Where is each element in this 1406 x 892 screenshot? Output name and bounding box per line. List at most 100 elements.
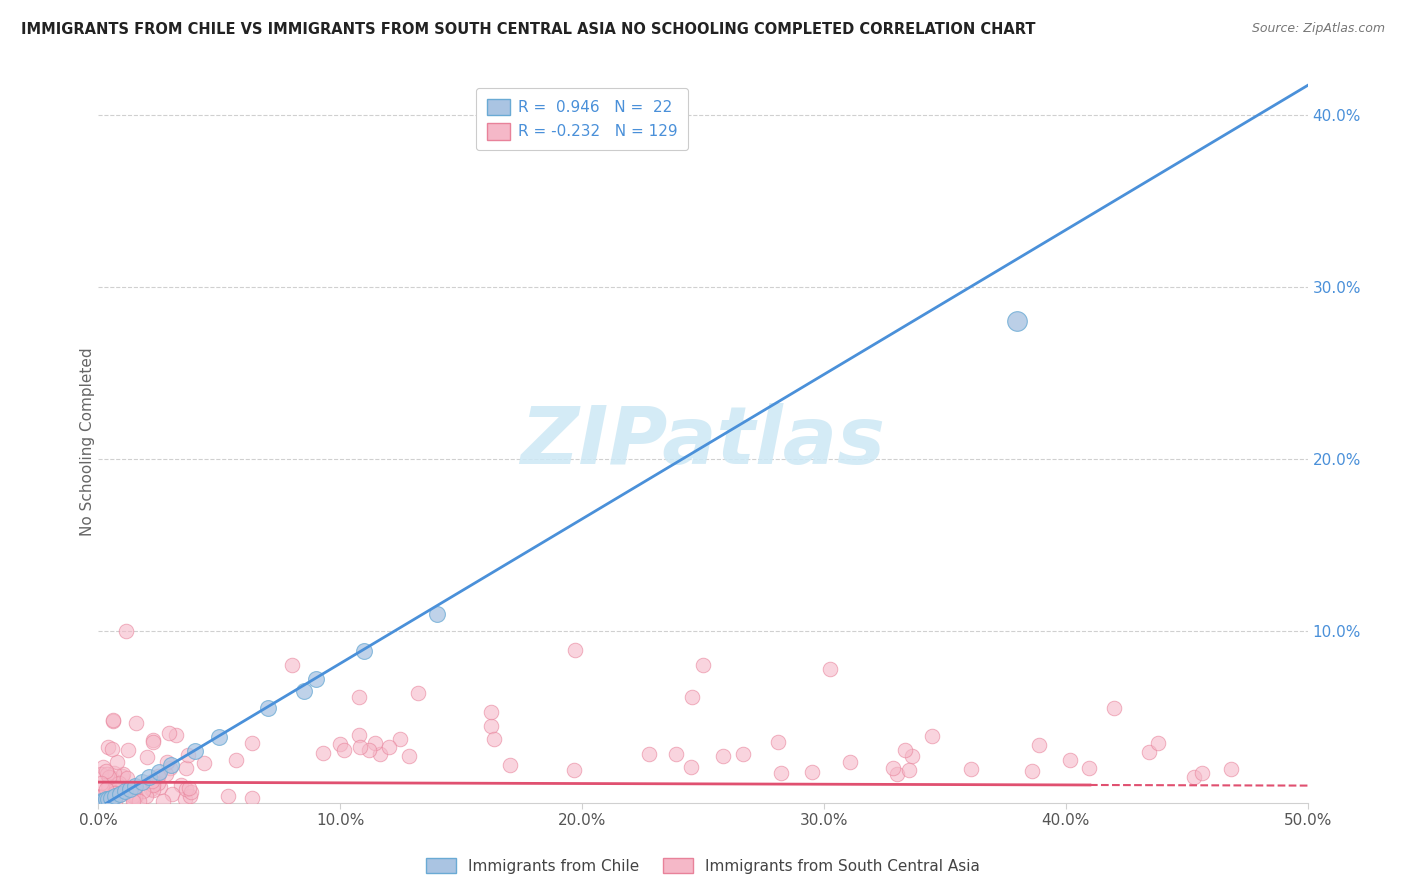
Point	[882, 761, 904, 775]
Point	[1182, 771, 1205, 785]
Legend: R =  0.946   N =  22, R = -0.232   N = 129: R = 0.946 N = 22, R = -0.232 N = 129	[477, 88, 688, 150]
Point	[886, 767, 908, 781]
Y-axis label: No Schooling Completed: No Schooling Completed	[80, 347, 94, 536]
Point	[94, 764, 117, 778]
Point	[115, 785, 138, 799]
Point	[1137, 745, 1160, 759]
Point	[165, 729, 187, 743]
Point	[160, 787, 183, 801]
Point	[125, 789, 148, 803]
Point	[681, 690, 703, 704]
Point	[193, 756, 215, 771]
Point	[1078, 761, 1101, 775]
Point	[328, 737, 350, 751]
Point	[225, 753, 247, 767]
Point	[1146, 736, 1168, 750]
Point	[108, 787, 131, 801]
Point	[174, 781, 197, 796]
Point	[364, 736, 387, 750]
Point	[91, 759, 114, 773]
Point	[149, 780, 172, 794]
Point	[179, 781, 201, 796]
Point	[132, 784, 155, 798]
Point	[100, 790, 122, 805]
Point	[90, 794, 112, 808]
Point	[125, 715, 148, 730]
Point	[1059, 753, 1081, 767]
Point	[353, 644, 375, 658]
Point	[1219, 762, 1241, 776]
Point	[96, 767, 118, 781]
Point	[368, 747, 391, 761]
Point	[240, 790, 263, 805]
Point	[97, 780, 120, 795]
Point	[1028, 738, 1050, 752]
Point	[156, 755, 179, 769]
Point	[90, 789, 112, 803]
Point	[100, 770, 122, 784]
Point	[769, 765, 792, 780]
Point	[1021, 764, 1043, 778]
Point	[138, 770, 160, 784]
Point	[105, 780, 128, 795]
Point	[90, 766, 112, 780]
Point	[959, 762, 981, 776]
Point	[104, 786, 127, 800]
Point	[96, 791, 118, 805]
Point	[681, 759, 703, 773]
Point	[98, 780, 121, 794]
Point	[94, 792, 117, 806]
Text: ZIPatlas: ZIPatlas	[520, 402, 886, 481]
Point	[98, 794, 121, 808]
Point	[562, 763, 585, 777]
Point	[128, 794, 150, 808]
Point	[898, 764, 921, 778]
Point	[766, 735, 789, 749]
Point	[159, 761, 181, 775]
Point	[103, 781, 125, 796]
Point	[921, 730, 943, 744]
Point	[122, 794, 145, 808]
Point	[124, 789, 146, 803]
Point	[174, 791, 197, 805]
Point	[692, 658, 714, 673]
Point	[711, 748, 734, 763]
Point	[665, 747, 688, 762]
Point	[90, 794, 112, 808]
Point	[107, 776, 129, 790]
Point	[359, 743, 381, 757]
Point	[135, 789, 157, 803]
Point	[170, 778, 193, 792]
Point	[377, 740, 399, 755]
Point	[105, 755, 128, 769]
Point	[155, 767, 177, 781]
Point	[90, 776, 112, 790]
Point	[637, 747, 659, 761]
Point	[893, 743, 915, 757]
Point	[107, 788, 129, 802]
Point	[142, 777, 165, 791]
Point	[114, 624, 136, 638]
Point	[141, 782, 163, 797]
Point	[479, 706, 502, 720]
Text: IMMIGRANTS FROM CHILE VS IMMIGRANTS FROM SOUTH CENTRAL ASIA NO SCHOOLING COMPLET: IMMIGRANTS FROM CHILE VS IMMIGRANTS FROM…	[21, 22, 1036, 37]
Point	[101, 713, 124, 727]
Point	[305, 672, 328, 686]
Point	[103, 794, 125, 808]
Point	[1007, 314, 1029, 328]
Point	[103, 786, 125, 800]
Point	[115, 771, 138, 785]
Point	[311, 746, 333, 760]
Point	[408, 686, 430, 700]
Point	[426, 607, 449, 621]
Point	[90, 794, 112, 808]
Legend: Immigrants from Chile, Immigrants from South Central Asia: Immigrants from Chile, Immigrants from S…	[419, 852, 987, 880]
Point	[184, 744, 207, 758]
Point	[118, 782, 141, 797]
Point	[97, 792, 120, 806]
Point	[733, 747, 755, 761]
Point	[498, 758, 520, 772]
Point	[100, 741, 122, 756]
Point	[347, 690, 370, 705]
Point	[97, 739, 120, 754]
